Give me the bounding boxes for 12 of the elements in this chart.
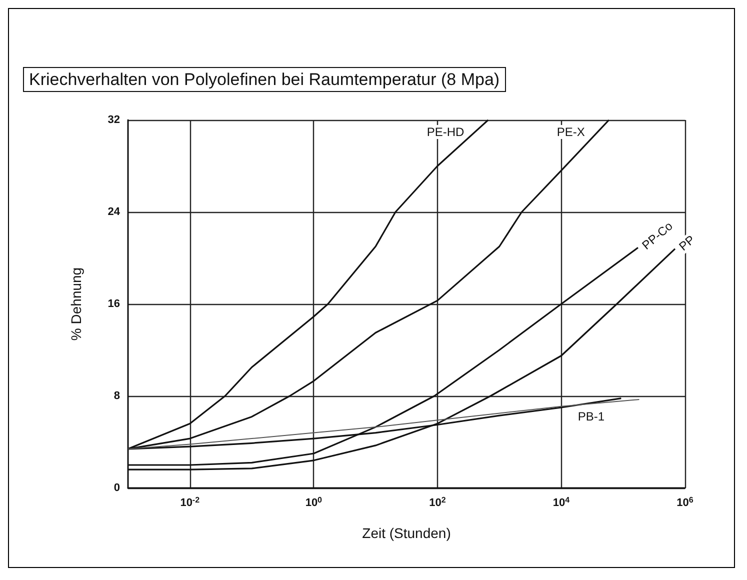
y-tick-label: 8 [114, 390, 120, 402]
y-tick-label: 32 [108, 114, 120, 126]
text: PP [676, 232, 698, 254]
y-tick-label: 16 [108, 298, 120, 310]
y-tick-label: 24 [108, 206, 121, 218]
y-axis-title: % Dehnung [68, 267, 84, 341]
y-tick-label: 0 [114, 482, 120, 494]
x-axis-title: Zeit (Stunden) [362, 525, 451, 541]
series-label: PE-X [556, 125, 585, 139]
series-label: PB-1 [578, 409, 605, 424]
series-label: PE-HD [426, 125, 464, 139]
chart-title: Kriechverhalten von Polyolefinen bei Raumtemperatur (8 Mpa) [29, 70, 500, 89]
